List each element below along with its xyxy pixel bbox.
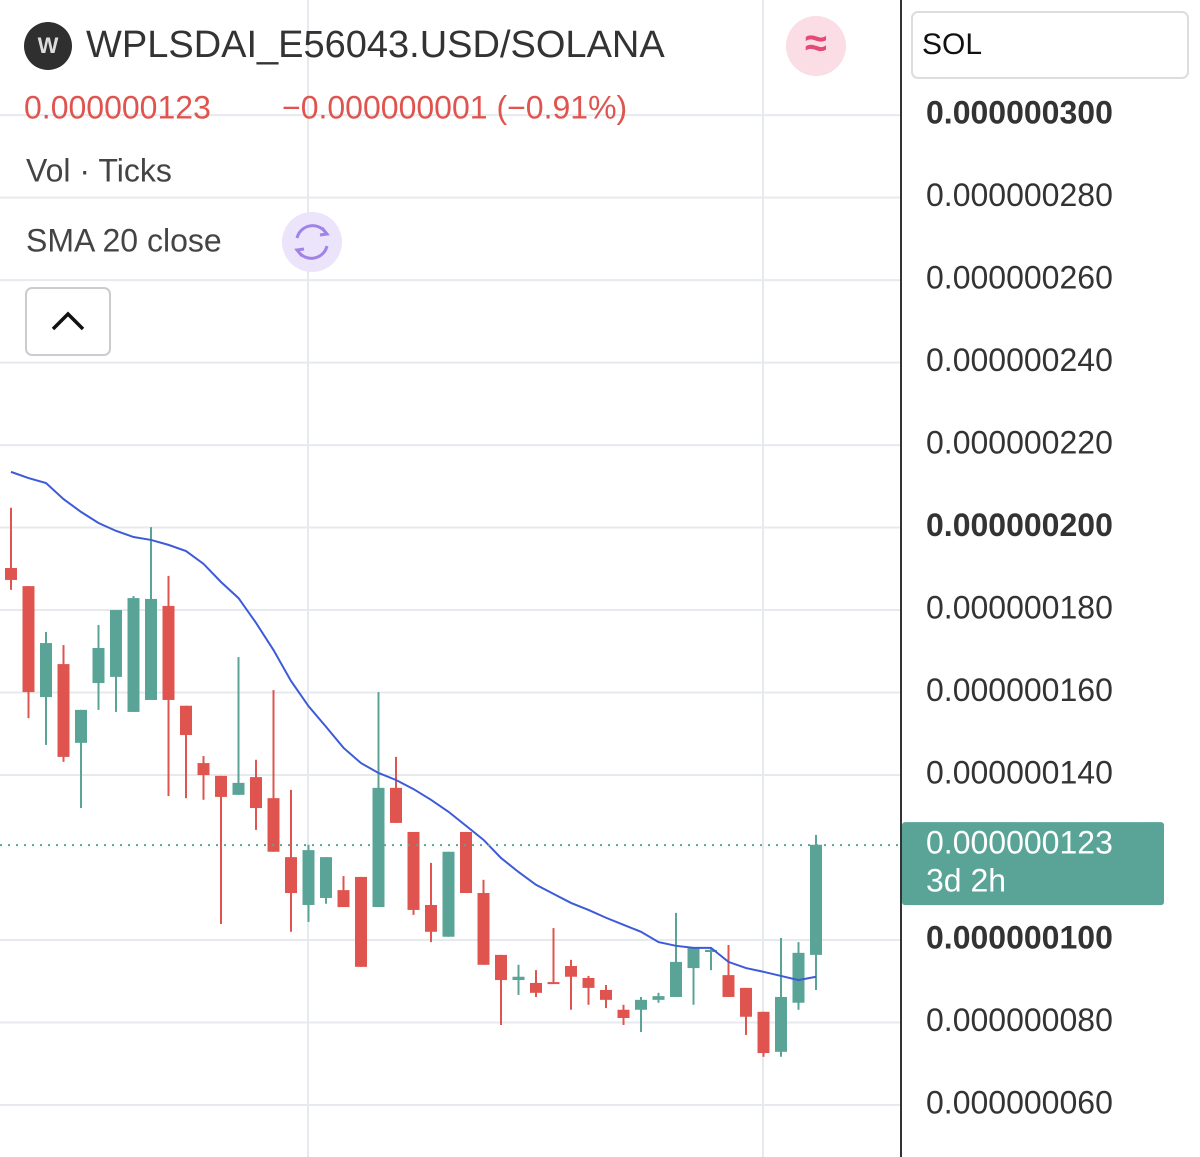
- current-price: 0.000000123: [24, 89, 211, 125]
- candle-body: [530, 982, 542, 993]
- candle-body: [162, 605, 175, 700]
- candle-body: [495, 954, 507, 981]
- candle-body: [687, 947, 700, 969]
- candle-body: [705, 949, 717, 952]
- last-price-box: [902, 822, 1164, 906]
- y-tick-label: 0.000000220: [926, 425, 1113, 461]
- y-tick-label: 0.000000260: [926, 260, 1113, 296]
- candle-body: [302, 850, 315, 905]
- candle-body: [565, 966, 577, 977]
- sma-indicator: SMA 20 close: [26, 222, 222, 258]
- y-tick-label: 0.000000160: [926, 672, 1113, 708]
- y-tick-label: 0.000000140: [926, 754, 1113, 790]
- candle-body: [757, 1011, 770, 1054]
- indicator-badge: [282, 212, 342, 272]
- y-tick-label: 0.000000300: [926, 95, 1113, 131]
- candle-body: [267, 798, 280, 852]
- y-tick-label: 0.000000100: [926, 919, 1113, 955]
- bar-countdown: 3d 2h: [926, 863, 1006, 899]
- candle-body: [215, 775, 227, 797]
- candle-body: [460, 831, 472, 894]
- candle-body: [285, 857, 297, 894]
- sma-line: [10, 470, 817, 982]
- candle-body: [57, 664, 70, 757]
- candle-body: [180, 705, 192, 736]
- candle-body: [810, 844, 822, 955]
- volume-indicator: Vol · Ticks: [26, 152, 172, 188]
- candle-body: [477, 893, 490, 965]
- candle-body: [355, 876, 367, 967]
- candle-body: [582, 977, 595, 988]
- candle-body: [600, 989, 612, 1000]
- exchange-badge-icon: ≈: [805, 22, 827, 66]
- candle-body: [390, 787, 402, 823]
- candle-body: [442, 851, 455, 937]
- candle-body: [652, 996, 665, 1000]
- exchange-badge: [786, 16, 846, 76]
- candle-body: [337, 890, 350, 908]
- y-tick-label: 0.000000080: [926, 1002, 1113, 1038]
- candle-body: [197, 763, 210, 776]
- candle-body: [547, 982, 560, 985]
- candle-body: [740, 987, 752, 1017]
- candle-body: [792, 952, 805, 1003]
- indicator-badge-icon: [294, 224, 330, 260]
- candle-body: [145, 598, 157, 700]
- candle-body: [250, 777, 262, 809]
- candle-body: [232, 782, 245, 795]
- y-tick-label: 0.000000180: [926, 590, 1113, 626]
- candle-body: [512, 976, 525, 981]
- y-tick-label: 0.000000200: [926, 507, 1113, 543]
- candle-body: [127, 598, 140, 712]
- y-tick-label: 0.000000280: [926, 177, 1113, 213]
- logo-icon: [24, 22, 72, 70]
- collapse-chevron: [51, 311, 85, 331]
- last-price-label: 0.000000123: [926, 825, 1113, 861]
- candle-body: [40, 643, 52, 698]
- price-change: −0.000000001 (−0.91%): [282, 89, 627, 125]
- collapse-button[interactable]: [25, 287, 111, 356]
- symbol-title: WPLSDAI_E56043.USD/SOLANA: [86, 24, 665, 66]
- currency-label: SOL: [922, 28, 982, 61]
- y-tick-label: 0.000000240: [926, 342, 1113, 378]
- candle-body: [722, 975, 735, 997]
- candle-body: [372, 787, 385, 908]
- candle-body: [75, 709, 87, 743]
- candle-body: [425, 904, 437, 932]
- price-axis: 0.000000300 0.000000280 0.000000260 0.00000…: [902, 95, 1164, 1120]
- candle-body: [775, 996, 787, 1052]
- candle-body: [22, 586, 35, 693]
- y-tick-label: 0.000000060: [926, 1084, 1113, 1120]
- candle-body: [110, 610, 122, 677]
- candle-body: [407, 831, 420, 910]
- candle-body: [635, 999, 647, 1010]
- candle-body: [670, 961, 682, 997]
- candle-body: [320, 857, 332, 898]
- grid: [0, 114, 900, 1107]
- candle-body: [5, 567, 17, 580]
- currency-selector[interactable]: [911, 11, 1189, 79]
- logo-letter: W: [38, 33, 59, 58]
- plot: [0, 470, 900, 1057]
- candle-body: [617, 1009, 630, 1018]
- candle-body: [92, 648, 105, 684]
